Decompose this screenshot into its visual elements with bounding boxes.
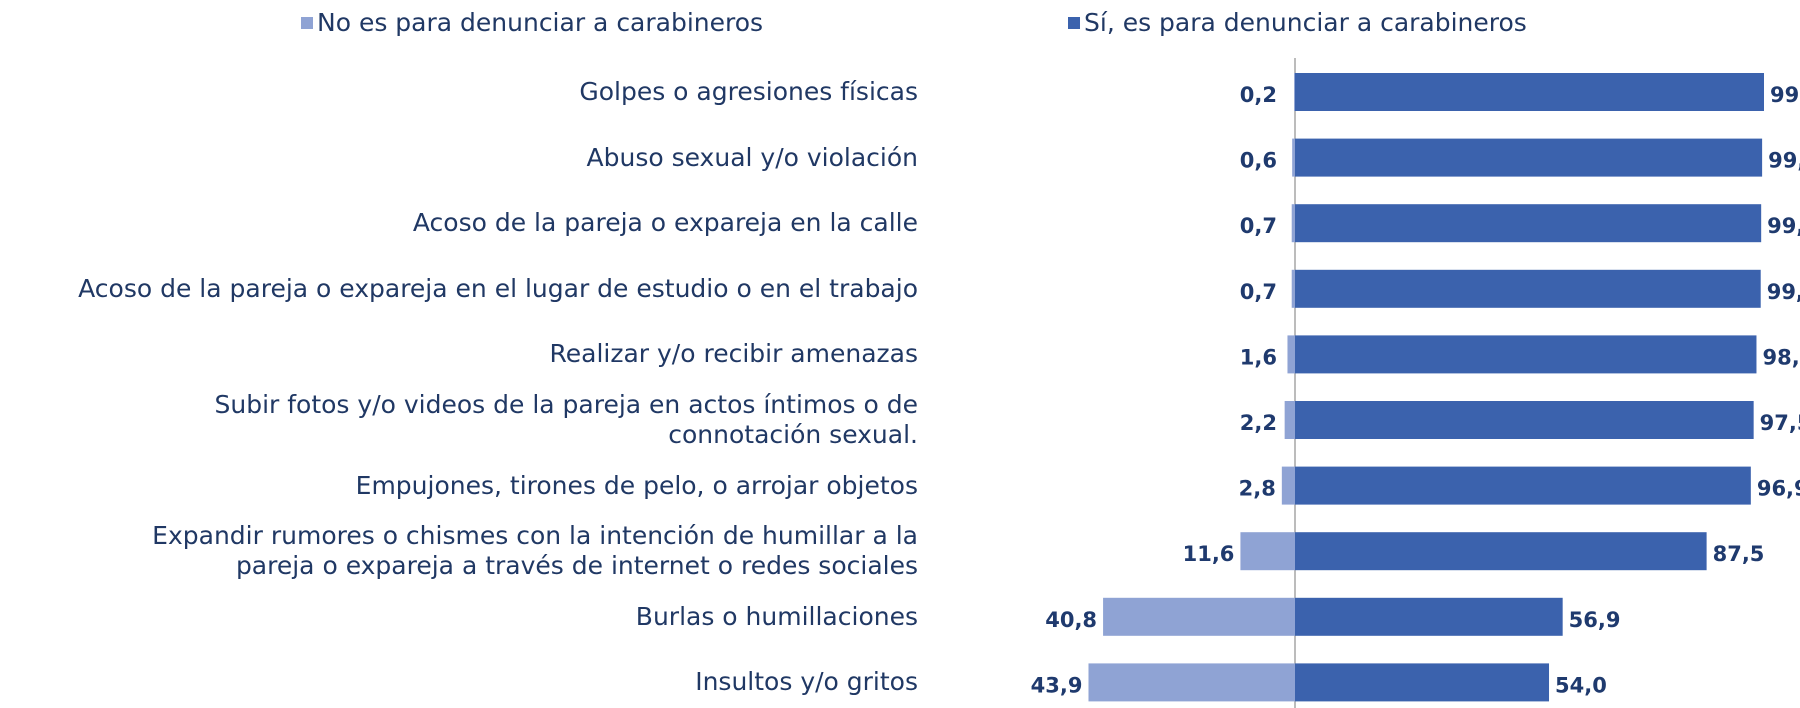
bar <box>1295 204 1762 243</box>
data-label: 0,2 <box>1240 83 1277 107</box>
category-label: Abuso sexual y/o violación <box>586 142 919 172</box>
category-label: Acoso de la pareja o expareja en el luga… <box>78 273 918 303</box>
data-label: 56,9 <box>1569 608 1621 632</box>
bar <box>1292 138 1295 177</box>
data-label: 11,6 <box>1183 542 1235 566</box>
bar <box>1295 401 1754 439</box>
data-label: 0,7 <box>1240 214 1277 238</box>
bar <box>1295 663 1550 702</box>
data-label: 2,2 <box>1240 411 1277 435</box>
category-label: Empujones, tirones de pelo, o arrojar ob… <box>355 470 918 500</box>
bar <box>1291 204 1295 243</box>
bar <box>1295 466 1751 505</box>
bar <box>1295 73 1764 111</box>
bar <box>1284 401 1295 439</box>
category-label: Expandir rumores o chismes con la intenc… <box>152 521 918 581</box>
bar <box>1295 269 1761 308</box>
legend-swatch <box>1068 17 1080 29</box>
data-label: 99,0 <box>1767 280 1800 304</box>
bar <box>1088 663 1295 702</box>
bar <box>1281 466 1295 505</box>
bar <box>1294 73 1295 111</box>
legend-label: Sí, es para denunciar a carabineros <box>1084 8 1527 37</box>
bar <box>1291 269 1295 308</box>
category-label: Burlas o humillaciones <box>635 601 918 631</box>
legend-swatch <box>301 17 313 29</box>
category-label: Golpes o agresiones físicas <box>579 77 918 106</box>
data-label: 96,9 <box>1757 477 1800 501</box>
legend-label: No es para denunciar a carabineros <box>317 8 763 37</box>
data-label: 97,5 <box>1760 411 1800 435</box>
bar <box>1295 532 1707 571</box>
data-label: 1,6 <box>1240 345 1277 369</box>
bar <box>1295 597 1563 636</box>
data-label: 0,6 <box>1240 149 1277 173</box>
bar <box>1295 138 1763 177</box>
data-label: 99,1 <box>1767 214 1800 238</box>
data-label: 43,9 <box>1031 673 1083 697</box>
data-label: 2,8 <box>1239 477 1276 501</box>
category-label: Insultos y/o gritos <box>695 667 918 697</box>
category-label: Acoso de la pareja o expareja en la call… <box>412 208 918 238</box>
data-label: 99,3 <box>1768 149 1800 173</box>
category-label: Subir fotos y/o videos de la pareja en a… <box>214 390 918 449</box>
bar <box>1103 597 1295 636</box>
data-label: 99,7 <box>1770 83 1800 107</box>
category-label: Realizar y/o recibir amenazas <box>549 339 919 369</box>
data-label: 98,1 <box>1762 345 1800 369</box>
bar <box>1295 335 1757 374</box>
data-label: 54,0 <box>1555 673 1607 697</box>
data-label: 0,7 <box>1240 280 1277 304</box>
data-label: 40,8 <box>1045 608 1097 632</box>
data-label: 87,5 <box>1713 542 1765 566</box>
bar <box>1287 335 1295 374</box>
bar <box>1240 532 1295 571</box>
